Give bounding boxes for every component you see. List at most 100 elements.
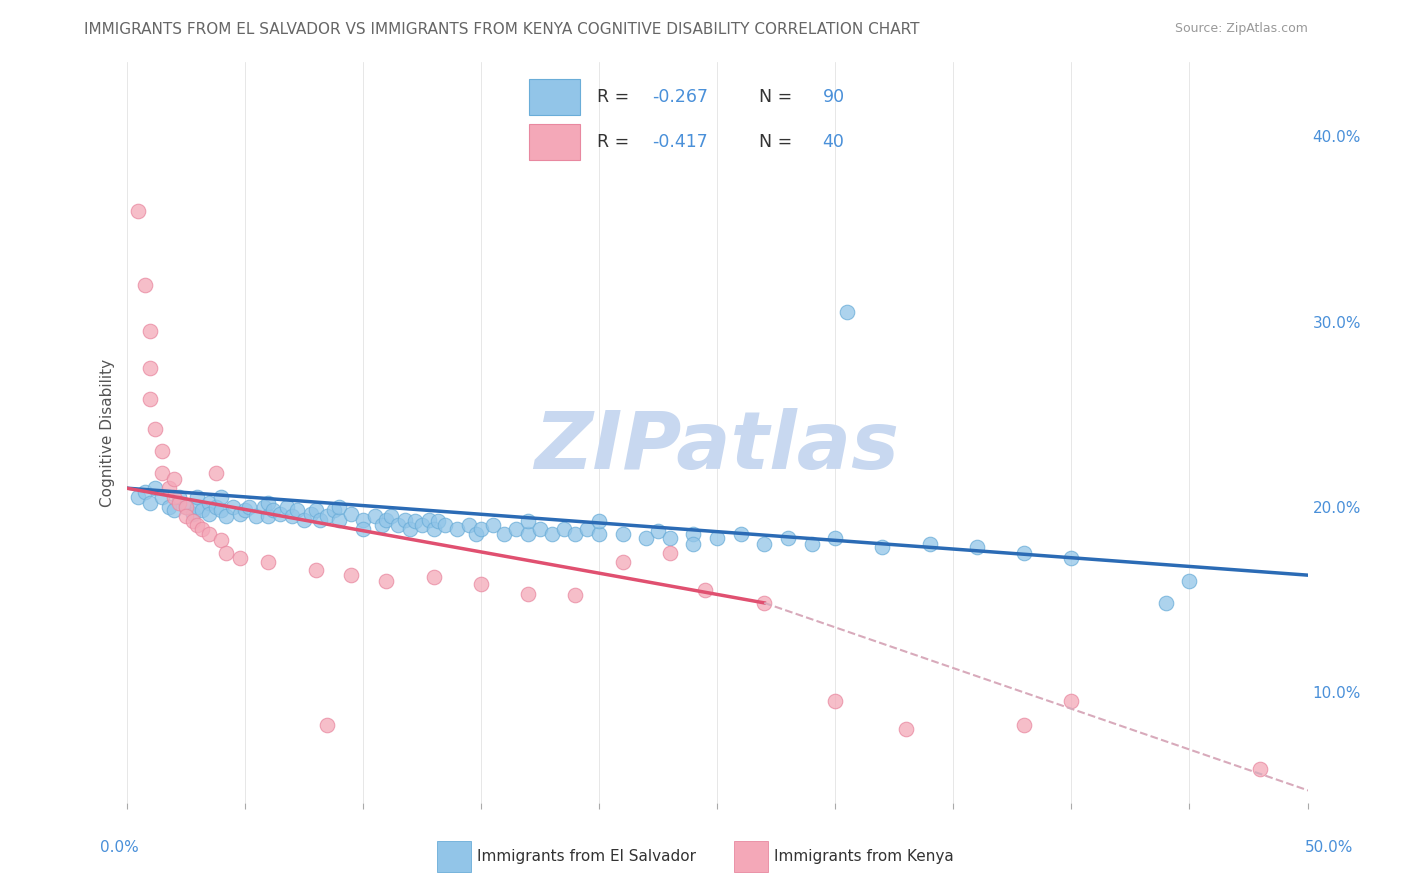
Point	[163, 491, 186, 505]
Text: Immigrants from Kenya: Immigrants from Kenya	[775, 849, 953, 864]
Point	[658, 546, 681, 560]
Y-axis label: Cognitive Disability: Cognitive Disability	[100, 359, 115, 507]
Point	[143, 481, 166, 495]
Point	[352, 513, 374, 527]
Point	[292, 513, 315, 527]
Point	[340, 507, 363, 521]
Point	[269, 507, 291, 521]
Point	[553, 522, 575, 536]
Point	[1178, 574, 1201, 588]
Point	[427, 515, 450, 529]
Point	[1060, 694, 1083, 708]
Point	[198, 527, 221, 541]
Point	[163, 472, 186, 486]
Point	[139, 392, 162, 407]
Point	[209, 503, 232, 517]
Point	[186, 500, 208, 514]
Point	[505, 522, 527, 536]
Point	[1249, 763, 1271, 777]
Point	[481, 518, 503, 533]
Point	[304, 563, 326, 577]
Point	[209, 533, 232, 547]
Point	[281, 508, 304, 523]
Point	[181, 507, 204, 521]
Point	[394, 513, 416, 527]
Point	[517, 587, 540, 601]
Text: 50.0%: 50.0%	[1305, 840, 1353, 855]
Point	[434, 518, 457, 533]
Point	[706, 531, 728, 545]
Point	[754, 596, 776, 610]
Point	[245, 508, 267, 523]
Point	[285, 503, 308, 517]
Point	[588, 527, 610, 541]
Point	[658, 531, 681, 545]
Point	[465, 527, 488, 541]
Point	[399, 522, 422, 536]
Point	[776, 531, 799, 545]
Point	[316, 508, 339, 523]
Point	[328, 513, 350, 527]
Point	[215, 546, 238, 560]
Point	[198, 507, 221, 521]
Point	[564, 527, 586, 541]
FancyBboxPatch shape	[734, 841, 768, 872]
Point	[529, 522, 551, 536]
Point	[380, 508, 402, 523]
Point	[872, 541, 894, 555]
Point	[824, 694, 846, 708]
Point	[233, 503, 256, 517]
Point	[139, 360, 162, 375]
Point	[835, 305, 858, 319]
Point	[647, 524, 669, 538]
Point	[304, 503, 326, 517]
Point	[517, 515, 540, 529]
Point	[191, 522, 214, 536]
Point	[257, 555, 280, 569]
Point	[370, 518, 392, 533]
Point	[174, 500, 197, 514]
Point	[1060, 551, 1083, 566]
Point	[470, 577, 492, 591]
Point	[139, 496, 162, 510]
Point	[754, 536, 776, 550]
Text: ZIPatlas: ZIPatlas	[534, 409, 900, 486]
Point	[134, 277, 156, 292]
Point	[229, 551, 252, 566]
Point	[363, 508, 385, 523]
Point	[1012, 546, 1035, 560]
Point	[682, 536, 704, 550]
Point	[257, 508, 280, 523]
Point	[730, 527, 752, 541]
Point	[150, 467, 173, 481]
Point	[209, 491, 232, 505]
Text: Source: ZipAtlas.com: Source: ZipAtlas.com	[1174, 22, 1308, 36]
Point	[150, 491, 173, 505]
Point	[340, 568, 363, 582]
Point	[163, 503, 186, 517]
Point	[800, 536, 823, 550]
Point	[252, 500, 274, 514]
Point	[564, 589, 586, 603]
Point	[682, 527, 704, 541]
Point	[328, 500, 350, 514]
Point	[186, 491, 208, 505]
Point	[494, 527, 516, 541]
Point	[458, 518, 481, 533]
Point	[139, 324, 162, 338]
Point	[157, 500, 180, 514]
Point	[316, 718, 339, 732]
Point	[186, 518, 208, 533]
Point	[157, 481, 180, 495]
Point	[257, 496, 280, 510]
Point	[205, 467, 228, 481]
Point	[174, 500, 197, 514]
Text: 0.0%: 0.0%	[100, 840, 139, 855]
Point	[174, 508, 197, 523]
Point	[918, 536, 941, 550]
Point	[150, 444, 173, 458]
Point	[966, 541, 988, 555]
Point	[422, 570, 444, 584]
Point	[517, 527, 540, 541]
Point	[309, 513, 332, 527]
